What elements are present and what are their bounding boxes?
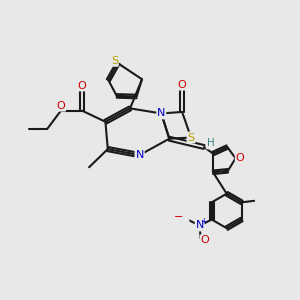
Text: N: N <box>196 220 204 230</box>
Text: N: N <box>157 108 166 118</box>
Text: O: O <box>78 80 87 91</box>
Text: H: H <box>207 139 214 148</box>
Text: N: N <box>135 150 144 160</box>
Text: O: O <box>200 236 209 245</box>
Text: S: S <box>188 133 195 142</box>
Text: O: O <box>180 215 188 225</box>
Text: O: O <box>178 80 187 90</box>
Text: S: S <box>111 56 118 66</box>
Text: +: + <box>200 217 207 226</box>
Text: O: O <box>56 101 65 111</box>
Text: O: O <box>236 153 244 163</box>
Text: −: − <box>173 212 183 222</box>
